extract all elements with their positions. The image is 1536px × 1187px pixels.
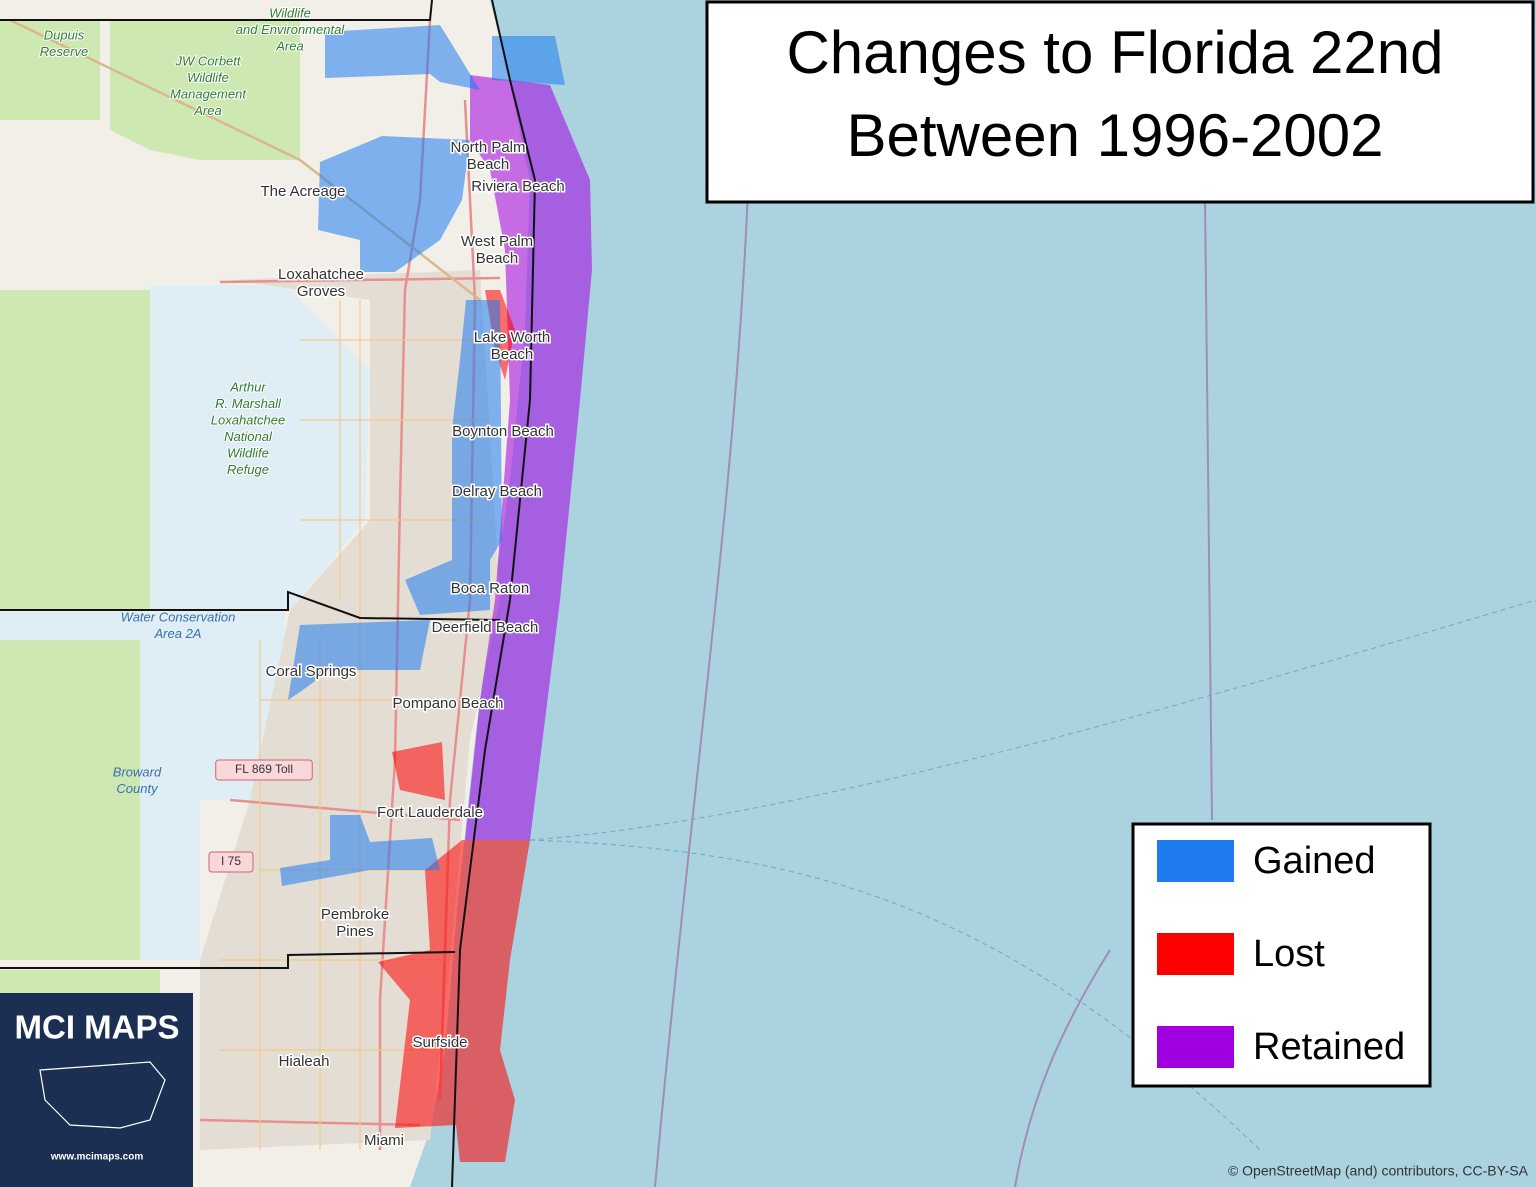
park-area — [110, 20, 300, 160]
gained-area — [405, 300, 502, 615]
place-label: Pompano Beach — [393, 695, 504, 712]
place-label: Surfside — [412, 1034, 467, 1051]
water-label: Area 2A — [154, 626, 202, 641]
park-area — [0, 640, 140, 960]
place-label: Groves — [297, 283, 345, 300]
legend-swatch — [1157, 933, 1234, 975]
legend-swatch — [1157, 1026, 1234, 1068]
lost-area — [378, 840, 530, 1162]
place-label: Beach — [476, 250, 519, 267]
place-label: Loxahatchee — [278, 266, 364, 283]
place-label: Miami — [364, 1132, 404, 1149]
park-area — [0, 20, 100, 120]
district-boundary — [451, 0, 537, 1187]
attribution: © OpenStreetMap (and) contributors, CC-B… — [1228, 1163, 1529, 1179]
legend-label: Retained — [1253, 1026, 1405, 1068]
ferry-line — [529, 599, 1536, 841]
road-shield — [208, 851, 254, 873]
place-label: Deerfield Beach — [432, 619, 539, 636]
road — [199, 1118, 421, 1127]
shield-label: FL 869 Toll — [235, 762, 293, 776]
road — [229, 798, 461, 822]
maritime-line — [654, 189, 749, 1187]
place-label: West Palm — [461, 233, 533, 250]
retained-area — [465, 75, 592, 840]
park-label: National — [224, 429, 273, 444]
park-label: Refuge — [227, 462, 269, 477]
title-box — [705, 0, 1535, 204]
urban-area — [200, 270, 500, 1150]
gained-area — [280, 815, 440, 886]
logo-name: MCI MAPS — [15, 1009, 180, 1046]
place-label: Boca Raton — [451, 580, 529, 597]
park-label: and Environmental — [236, 22, 346, 37]
legend-swatch — [1157, 840, 1234, 882]
park-label: Arthur — [229, 379, 266, 394]
park-label: Area — [275, 38, 303, 53]
water-label: Broward — [113, 764, 162, 779]
park-label: R. Marshall — [215, 396, 282, 411]
gained-area — [288, 620, 430, 700]
park-area — [0, 290, 150, 610]
gained-area — [325, 25, 480, 90]
place-label: The Acreage — [260, 183, 345, 200]
district-shapes — [280, 25, 592, 1162]
gained-area — [318, 136, 470, 272]
park-label: Management — [170, 86, 247, 101]
place-label: Delray Beach — [452, 483, 542, 500]
road-shield — [215, 759, 313, 781]
title-line: Between 1996-2002 — [846, 102, 1383, 169]
park-label: Wildlife — [269, 5, 311, 20]
place-label: Beach — [491, 346, 534, 363]
place-label: Hialeah — [279, 1053, 330, 1070]
place-label: North Palm — [450, 139, 525, 156]
place-label: Beach — [467, 156, 510, 173]
refuge-area — [140, 285, 370, 610]
county-boundaries — [0, 0, 537, 1187]
title-line: Changes to Florida 22nd — [786, 19, 1443, 86]
county-line — [0, 590, 501, 621]
park-label: Wildlife — [227, 445, 269, 460]
place-label: Riviera Beach — [471, 178, 564, 195]
park-label: JW Corbett — [174, 53, 241, 68]
logo-map-icon — [39, 1061, 166, 1129]
place-label: Coral Springs — [266, 663, 357, 680]
legend-label: Gained — [1253, 840, 1376, 882]
park-label: Dupuis — [44, 27, 85, 42]
logo-url: www.mcimaps.com — [50, 1152, 144, 1163]
gained-area — [492, 36, 565, 85]
place-label: Boynton Beach — [452, 423, 554, 440]
county-line — [0, 951, 456, 969]
legend-label: Lost — [1253, 933, 1325, 975]
place-label: Pembroke — [321, 906, 389, 923]
water-label: County — [116, 781, 159, 796]
place-label: Fort Lauderdale — [377, 804, 483, 821]
shield-label: I 75 — [221, 854, 241, 868]
place-label: Lake Worth — [474, 329, 550, 346]
place-label: Pines — [336, 923, 374, 940]
maritime-line — [1204, 199, 1213, 821]
lost-area — [392, 742, 445, 800]
legend: Gained Lost Retained — [1157, 840, 1405, 1068]
park-label: Reserve — [40, 44, 88, 59]
county-line — [0, 0, 433, 21]
maritime-line — [1014, 949, 1111, 1187]
park-label: Loxahatchee — [211, 412, 285, 427]
park-label: Area — [193, 103, 221, 118]
water-label: Water Conservation — [121, 609, 236, 624]
park-label: Wildlife — [187, 70, 229, 85]
street — [259, 300, 361, 1150]
